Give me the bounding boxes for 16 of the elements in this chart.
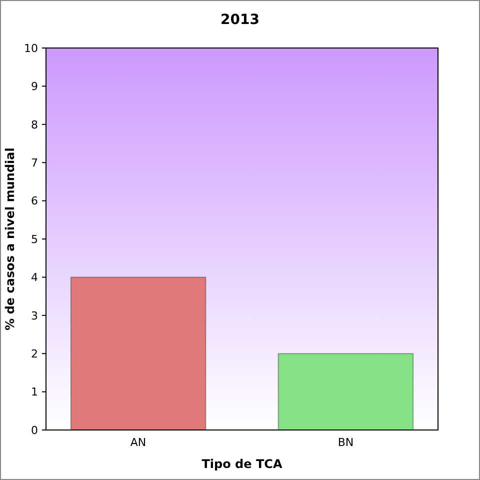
y-tick-label: 9 (31, 80, 38, 94)
y-tick-label: 4 (31, 271, 38, 284)
x-tick-label: BN (338, 436, 354, 449)
y-tick-label: 2 (31, 347, 38, 360)
y-tick-label: 8 (31, 118, 38, 132)
x-tick-label: AN (130, 436, 146, 449)
y-tick-label: 5 (31, 232, 38, 246)
x-axis-title: Tipo de TCA (202, 457, 283, 471)
y-tick-label: 10 (24, 42, 38, 55)
y-tick-label: 3 (31, 309, 38, 322)
y-tick-label: 6 (31, 194, 38, 208)
y-tick-label: 1 (31, 386, 38, 399)
y-tick-label: 7 (31, 156, 38, 170)
y-axis-title: % de casos a nivel mundial (3, 148, 17, 330)
chart-title: 2013 (220, 12, 260, 28)
y-tick-label: 0 (31, 424, 38, 437)
